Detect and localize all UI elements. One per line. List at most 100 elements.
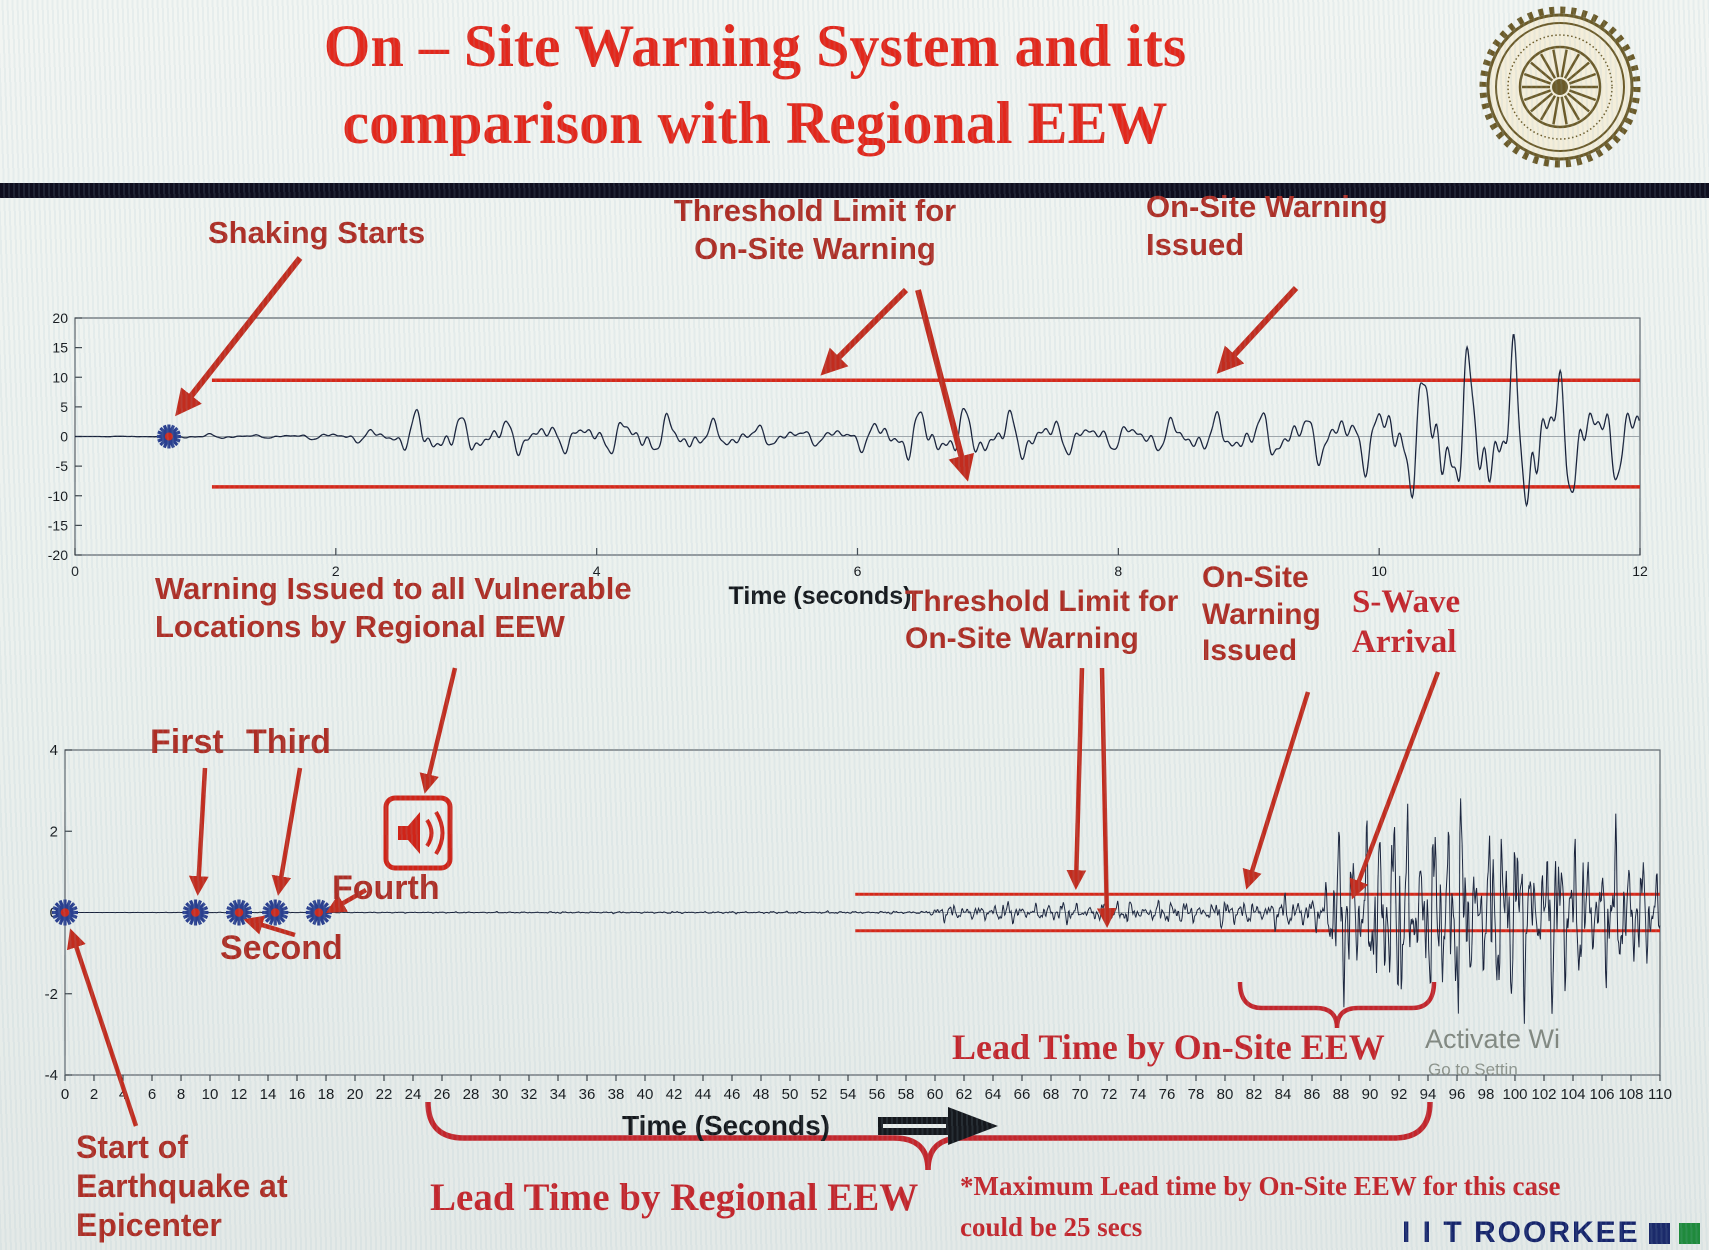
annotation-onsite-warning-issued-top: On-Site Warning Issued	[1146, 189, 1388, 262]
svg-text:104: 104	[1560, 1086, 1585, 1103]
annotation-shaking-starts: Shaking Starts	[208, 215, 426, 250]
svg-text:4: 4	[50, 742, 58, 759]
svg-text:36: 36	[579, 1086, 596, 1103]
svg-text:8: 8	[1114, 563, 1122, 579]
svg-text:62: 62	[956, 1086, 973, 1103]
svg-text:30: 30	[492, 1086, 509, 1103]
svg-text:16: 16	[289, 1086, 306, 1103]
svg-text:54: 54	[840, 1086, 857, 1103]
p-wave-detection-marker	[52, 899, 78, 926]
svg-text:15: 15	[52, 340, 68, 356]
svg-text:72: 72	[1101, 1086, 1118, 1103]
svg-text:82: 82	[1246, 1086, 1263, 1103]
iit-roorkee-footer: I I T ROORKEE	[1402, 1216, 1700, 1250]
svg-text:108: 108	[1618, 1086, 1643, 1103]
svg-text:48: 48	[753, 1086, 770, 1103]
footer-green-square	[1678, 1222, 1700, 1244]
svg-text:20: 20	[52, 310, 68, 326]
p-wave-detection-marker	[226, 899, 252, 926]
svg-text:8: 8	[177, 1086, 185, 1103]
svg-text:64: 64	[985, 1086, 1002, 1103]
seismogram-waveform	[75, 333, 1640, 508]
svg-text:50: 50	[782, 1086, 799, 1103]
annotation-regional-warning: Warning Issued to all Vulnerable Locatio…	[155, 571, 632, 644]
svg-text:78: 78	[1188, 1086, 1205, 1103]
svg-text:22: 22	[376, 1086, 393, 1103]
svg-text:98: 98	[1478, 1086, 1495, 1103]
svg-text:0: 0	[71, 563, 79, 579]
svg-text:40: 40	[637, 1086, 654, 1103]
svg-text:28: 28	[463, 1086, 480, 1103]
annotation-max-lead-note: *Maximum Lead time by On-Site EEW for th…	[960, 1171, 1561, 1242]
svg-text:-10: -10	[48, 488, 68, 504]
activate-windows-watermark: Activate Wi	[1425, 1024, 1561, 1054]
annotation-lead-time-regional: Lead Time by Regional EEW	[430, 1176, 919, 1219]
svg-text:-5: -5	[56, 458, 69, 474]
annotation-epicenter-start: Start of Earthquake at Epicenter	[76, 1129, 288, 1244]
svg-text:84: 84	[1275, 1086, 1292, 1103]
logo-text-ring	[1507, 34, 1613, 140]
svg-text:106: 106	[1589, 1086, 1614, 1103]
svg-text:74: 74	[1130, 1086, 1147, 1103]
annotation-threshold-limit-top: Threshold Limit for On-Site Warning	[673, 193, 957, 266]
svg-text:12: 12	[1632, 563, 1648, 579]
svg-text:44: 44	[695, 1086, 712, 1103]
svg-text:-20: -20	[48, 547, 68, 563]
svg-text:-4: -4	[45, 1067, 58, 1084]
svg-text:58: 58	[898, 1086, 915, 1103]
svg-text:24: 24	[405, 1086, 422, 1103]
svg-text:56: 56	[869, 1086, 886, 1103]
top-chart-x-axis-label: Time (seconds)	[728, 582, 912, 610]
svg-text:0: 0	[60, 429, 68, 445]
svg-text:2: 2	[90, 1086, 98, 1103]
footer-navy-square	[1648, 1222, 1670, 1244]
p-wave-detection-marker	[156, 424, 181, 449]
svg-text:60: 60	[927, 1086, 944, 1103]
svg-text:90: 90	[1362, 1086, 1379, 1103]
annotation-fourth: Fourth	[332, 869, 440, 907]
annotation-s-wave-arrival: S-Wave Arrival	[1352, 584, 1461, 661]
svg-text:38: 38	[608, 1086, 625, 1103]
svg-text:100: 100	[1502, 1086, 1527, 1103]
iit-roorkee-logo	[1479, 6, 1641, 168]
svg-text:-15: -15	[48, 517, 68, 533]
svg-text:34: 34	[550, 1086, 567, 1103]
annotation-onsite-warning-issued-bottom: On-Site Warning Issued	[1202, 561, 1321, 668]
svg-text:4: 4	[119, 1086, 127, 1103]
activate-windows-watermark-sub: Go to Settin	[1428, 1060, 1518, 1079]
logo-wheel-spokes	[1522, 49, 1598, 125]
svg-text:96: 96	[1449, 1086, 1466, 1103]
seismogram-waveform	[65, 798, 1661, 1024]
p-wave-detection-marker	[262, 899, 289, 926]
footer-brand-text: I I T ROORKEE	[1402, 1216, 1640, 1249]
svg-text:0: 0	[61, 1086, 69, 1103]
svg-text:70: 70	[1072, 1086, 1089, 1103]
svg-text:42: 42	[666, 1086, 683, 1103]
svg-text:88: 88	[1333, 1086, 1350, 1103]
svg-text:4: 4	[593, 563, 601, 579]
svg-text:10: 10	[202, 1086, 219, 1103]
logo-gear-teeth	[1479, 6, 1641, 168]
p-wave-detection-marker	[182, 899, 209, 926]
svg-text:6: 6	[148, 1086, 156, 1103]
svg-text:92: 92	[1391, 1086, 1408, 1103]
page-title: On – Site Warning System and its compari…	[323, 13, 1187, 156]
svg-text:5: 5	[60, 399, 68, 415]
svg-text:102: 102	[1531, 1086, 1556, 1103]
svg-text:52: 52	[811, 1086, 828, 1103]
svg-text:18: 18	[318, 1086, 335, 1103]
bottom-timeline-chart: 420-2-4024681012141618202224262830323436…	[45, 742, 1672, 1103]
bottom-chart-x-axis-label: Time (Seconds)	[622, 1110, 830, 1141]
svg-text:10: 10	[52, 369, 68, 385]
svg-text:12: 12	[231, 1086, 248, 1103]
annotation-first: First	[150, 723, 224, 761]
svg-text:80: 80	[1217, 1086, 1234, 1103]
svg-text:6: 6	[854, 563, 862, 579]
svg-text:68: 68	[1043, 1086, 1060, 1103]
annotation-third: Third	[246, 723, 331, 761]
svg-text:14: 14	[260, 1086, 277, 1103]
svg-text:110: 110	[1648, 1086, 1672, 1103]
annotation-threshold-limit-bottom: Threshold Limit for On-Site Warning	[905, 585, 1179, 655]
svg-text:76: 76	[1159, 1086, 1176, 1103]
